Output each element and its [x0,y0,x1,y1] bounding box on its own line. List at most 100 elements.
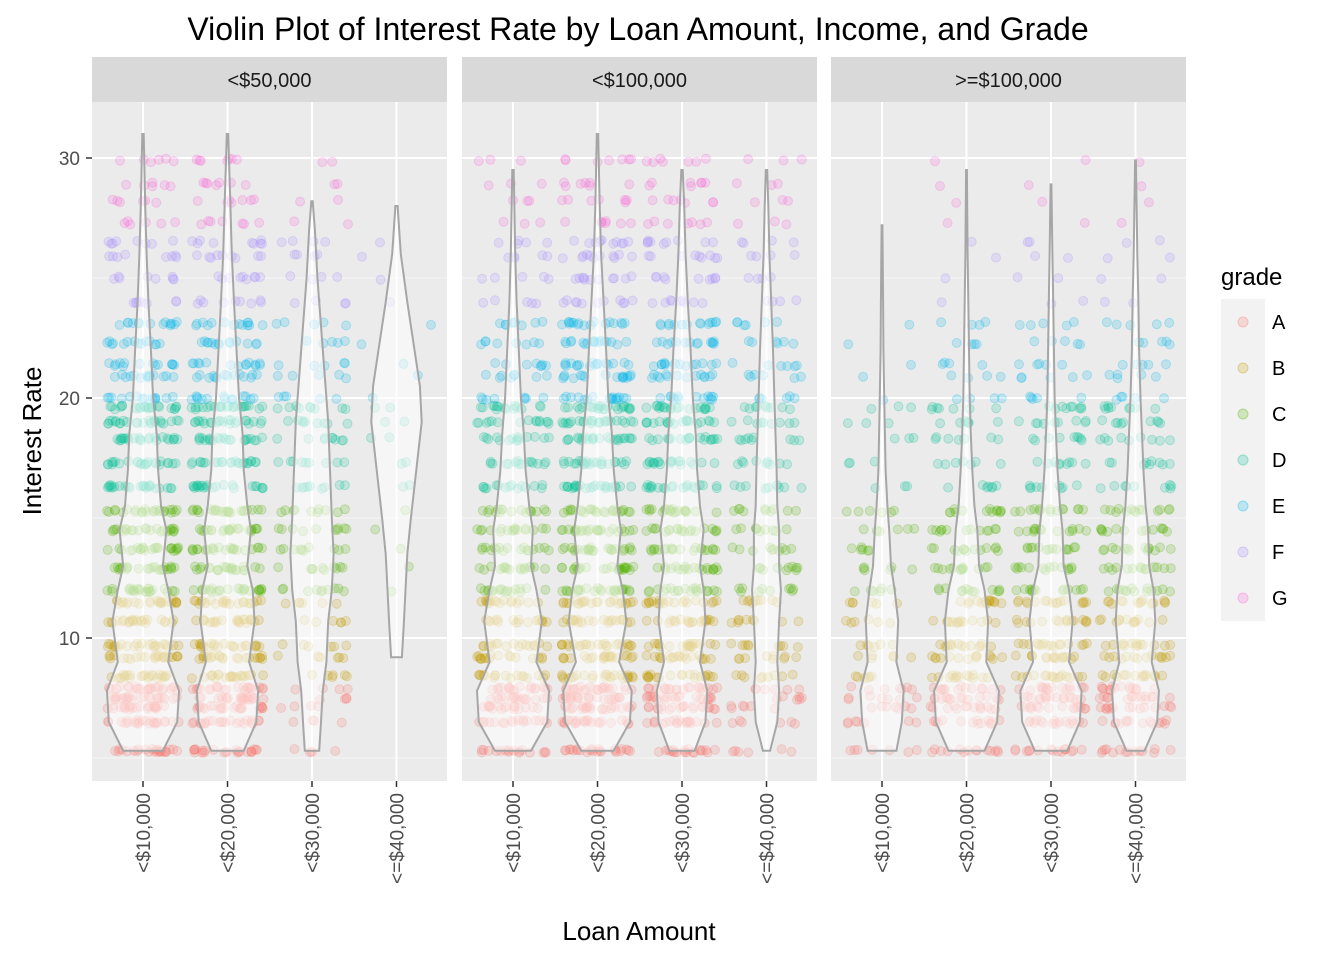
data-point [476,654,487,665]
data-point [1165,745,1176,755]
data-point [253,615,264,626]
data-point [1080,155,1091,166]
facet-panels: <$50,000 <$100,000 >=$100,000 [92,57,1186,781]
data-point [789,435,800,446]
data-point [906,359,916,370]
data-point [647,298,658,309]
data-point [170,458,181,469]
data-point [644,503,655,514]
data-point [105,650,116,661]
data-point [574,359,584,370]
data-point [246,746,257,757]
data-point [733,218,743,229]
data-point [479,653,490,664]
data-point [1073,504,1084,514]
data-point [1161,715,1172,726]
data-point [167,458,178,469]
data-point [948,403,959,414]
legend-label: A [1272,312,1286,334]
data-point [118,433,129,444]
data-point [194,433,205,444]
data-point [107,459,118,470]
data-point [643,219,654,229]
data-point [202,393,212,404]
data-point [936,524,947,535]
data-point [604,155,614,166]
data-point [532,458,543,469]
data-point [623,745,634,756]
violin-shape [289,200,335,752]
data-point [102,641,113,652]
data-point [649,717,660,728]
data-point [496,370,507,381]
data-point [541,506,552,517]
data-point [103,506,114,517]
data-point [517,271,528,282]
data-point [903,747,914,758]
data-point [206,337,217,348]
data-point [477,394,488,405]
legend-label: D [1272,450,1286,472]
data-point [543,416,553,427]
data-point [1071,415,1082,426]
data-point [105,401,116,412]
data-point [191,320,202,331]
data-point [158,319,169,330]
data-point [936,297,947,308]
data-point [375,237,385,248]
data-point [1067,526,1078,536]
data-point [1082,370,1092,381]
data-point [248,416,259,427]
data-point [151,197,162,208]
data-point [943,482,954,493]
data-point [1063,253,1073,263]
data-point [475,653,485,664]
facet-panel: >=$100,000 [831,57,1186,781]
data-point [284,402,295,413]
data-point [1080,458,1091,469]
data-point [237,218,248,229]
data-point [202,320,213,331]
data-point [339,358,350,369]
data-point [192,544,203,555]
data-point [796,154,807,165]
data-point [187,545,198,556]
data-point [732,317,743,328]
data-point [244,320,255,331]
data-point [248,393,259,404]
data-point [116,433,126,444]
data-point [240,391,251,402]
data-point [253,585,264,596]
data-point [1016,373,1027,384]
data-point [106,480,117,491]
data-point [239,219,249,230]
data-point [169,524,180,534]
data-point [743,272,754,283]
data-point [734,434,745,445]
data-point [991,252,1001,263]
data-point [190,744,201,755]
data-point [172,651,183,662]
chart-title: Violin Plot of Interest Rate by Loan Amo… [187,11,1088,47]
data-point [339,358,350,368]
data-point [772,316,782,327]
data-point [341,693,352,703]
data-point [582,249,592,260]
data-point [168,526,179,537]
data-point [475,525,486,536]
data-point [1015,506,1026,517]
data-point [990,617,1001,628]
data-point [188,481,199,492]
data-point [339,480,350,491]
data-point [147,177,158,188]
legend-entry: E [1221,483,1285,529]
data-point [539,433,550,444]
data-point [257,482,268,493]
data-point [531,298,542,309]
data-point [534,415,545,426]
data-point [847,597,858,608]
data-point [165,181,176,192]
data-point [192,393,203,404]
data-point [626,481,637,492]
data-point [162,458,173,469]
